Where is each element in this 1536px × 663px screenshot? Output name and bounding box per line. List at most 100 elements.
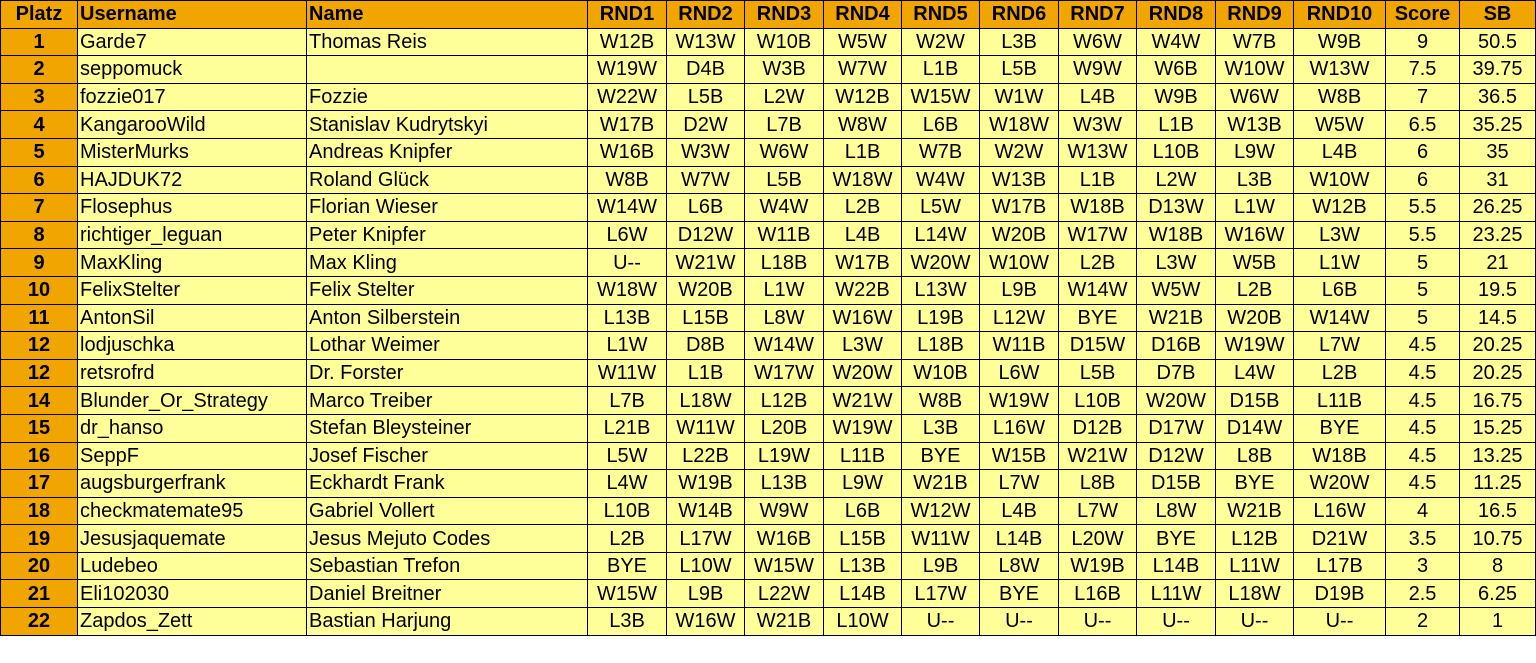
name-cell: Roland Glück <box>306 165 588 195</box>
table-row: 15 dr_hanso Stefan Bleysteiner L21B W11W L20B… <box>0 413 1536 443</box>
score-cell: 4.5 <box>1385 331 1460 360</box>
round-1-cell: L5W <box>587 441 667 471</box>
round-8-cell: D15B <box>1136 469 1216 498</box>
round-5-cell: L17W <box>901 579 980 609</box>
round-7-cell: L4B <box>1058 82 1137 112</box>
round-9-cell: L18W <box>1215 579 1294 609</box>
round-2-cell: L15B <box>666 303 745 333</box>
header-rnd2: RND2 <box>666 0 745 29</box>
round-7-cell: L1B <box>1058 165 1137 195</box>
round-8-cell: W6B <box>1136 55 1216 84</box>
round-4-cell: W19W <box>823 413 902 443</box>
sb-cell: 10.75 <box>1459 524 1536 553</box>
round-10-cell: W9B <box>1293 27 1386 57</box>
round-10-cell: W13W <box>1293 55 1386 84</box>
round-7-cell: W18B <box>1058 193 1137 222</box>
header-score: Score <box>1385 0 1460 29</box>
sb-cell: 35 <box>1459 137 1536 167</box>
round-1-cell: L3B <box>587 607 667 636</box>
table-row: 1 Garde7 Thomas Reis W12B W13W W10B W5W W2W L3B W… <box>0 27 1536 57</box>
name-cell: Bastian Harjung <box>306 607 588 636</box>
round-7-cell: D15W <box>1058 331 1137 360</box>
header-rnd7: RND7 <box>1058 0 1137 29</box>
round-3-cell: W14W <box>744 331 824 360</box>
round-4-cell: L2B <box>823 193 902 222</box>
platz-cell: 2 <box>0 55 78 84</box>
round-1-cell: W8B <box>587 165 667 195</box>
table-row: 18 checkmatemate95 Gabriel Vollert L10B W14B… <box>0 496 1536 526</box>
platz-cell: 17 <box>0 469 78 498</box>
platz-cell: 12 <box>0 331 78 360</box>
header-sb: SB <box>1459 0 1536 29</box>
round-6-cell: W17B <box>979 193 1059 222</box>
round-4-cell: W8W <box>823 110 902 139</box>
platz-cell: 3 <box>0 82 78 112</box>
round-10-cell: L6B <box>1293 275 1386 305</box>
round-5-cell: L9B <box>901 551 980 581</box>
round-4-cell: W5W <box>823 27 902 57</box>
round-1-cell: L1W <box>587 331 667 360</box>
platz-cell: 6 <box>0 165 78 195</box>
sb-cell: 20.25 <box>1459 331 1536 360</box>
name-cell: Peter Knipfer <box>306 220 588 250</box>
round-3-cell: L5B <box>744 165 824 195</box>
round-10-cell: L16W <box>1293 496 1386 526</box>
sb-cell: 26.25 <box>1459 193 1536 222</box>
round-7-cell: L10B <box>1058 386 1137 415</box>
round-4-cell: W12B <box>823 82 902 112</box>
username-cell: MisterMurks <box>77 137 307 167</box>
round-1-cell: L21B <box>587 413 667 443</box>
round-1-cell: W17B <box>587 110 667 139</box>
name-cell: Anton Silberstein <box>306 303 588 333</box>
table-row: 7 Flosephus Florian Wieser W14W L6B W4W L2B L5W… <box>0 193 1536 222</box>
round-2-cell: W14B <box>666 496 745 526</box>
platz-cell: 1 <box>0 27 78 57</box>
table-header: Platz Username Name RND1 RND2 RND3 RND4 … <box>0 0 1536 29</box>
score-cell: 5.5 <box>1385 220 1460 250</box>
name-cell: Daniel Breitner <box>306 579 588 609</box>
round-9-cell: D14W <box>1215 413 1294 443</box>
round-6-cell: L16W <box>979 413 1059 443</box>
score-cell: 4.5 <box>1385 386 1460 415</box>
round-2-cell: W21W <box>666 248 745 277</box>
platz-cell: 14 <box>0 386 78 415</box>
round-10-cell: W8B <box>1293 82 1386 112</box>
round-3-cell: W17W <box>744 358 824 388</box>
round-5-cell: W10B <box>901 358 980 388</box>
sb-cell: 39.75 <box>1459 55 1536 84</box>
round-5-cell: L1B <box>901 55 980 84</box>
name-cell: Fozzie <box>306 82 588 112</box>
username-cell: augsburgerfrank <box>77 469 307 498</box>
table-row: 11 AntonSil Anton Silberstein L13B L15B L8W W1… <box>0 303 1536 333</box>
round-6-cell: L6W <box>979 358 1059 388</box>
table-row: 5 MisterMurks Andreas Knipfer W16B W3W W6W L1B… <box>0 137 1536 167</box>
score-cell: 6.5 <box>1385 110 1460 139</box>
name-cell: Eckhardt Frank <box>306 469 588 498</box>
round-8-cell: L3W <box>1136 248 1216 277</box>
name-cell: Marco Treiber <box>306 386 588 415</box>
sb-cell: 50.5 <box>1459 27 1536 57</box>
platz-cell: 20 <box>0 551 78 581</box>
table-row: 19 Jesusjaquemate Jesus Mejuto Codes L2B L17… <box>0 524 1536 553</box>
table-row: 9 MaxKling Max Kling U-- W21W L18B W17B W20W W10… <box>0 248 1536 277</box>
round-8-cell: D17W <box>1136 413 1216 443</box>
score-cell: 2.5 <box>1385 579 1460 609</box>
round-8-cell: L10B <box>1136 137 1216 167</box>
header-row: Platz Username Name RND1 RND2 RND3 RND4 … <box>0 0 1536 29</box>
round-6-cell: W13B <box>979 165 1059 195</box>
sb-cell: 16.5 <box>1459 496 1536 526</box>
score-cell: 4.5 <box>1385 413 1460 443</box>
table-body: 1 Garde7 Thomas Reis W12B W13W W10B W5W W2W L3B W… <box>0 27 1536 636</box>
round-6-cell: L14B <box>979 524 1059 553</box>
round-5-cell: W21B <box>901 469 980 498</box>
round-6-cell: L3B <box>979 27 1059 57</box>
round-7-cell: L5B <box>1058 358 1137 388</box>
sb-cell: 31 <box>1459 165 1536 195</box>
round-3-cell: L2W <box>744 82 824 112</box>
username-cell: Eli102030 <box>77 579 307 609</box>
round-8-cell: L14B <box>1136 551 1216 581</box>
round-3-cell: L19W <box>744 441 824 471</box>
round-3-cell: W10B <box>744 27 824 57</box>
username-cell: Ludebeo <box>77 551 307 581</box>
round-1-cell: L2B <box>587 524 667 553</box>
